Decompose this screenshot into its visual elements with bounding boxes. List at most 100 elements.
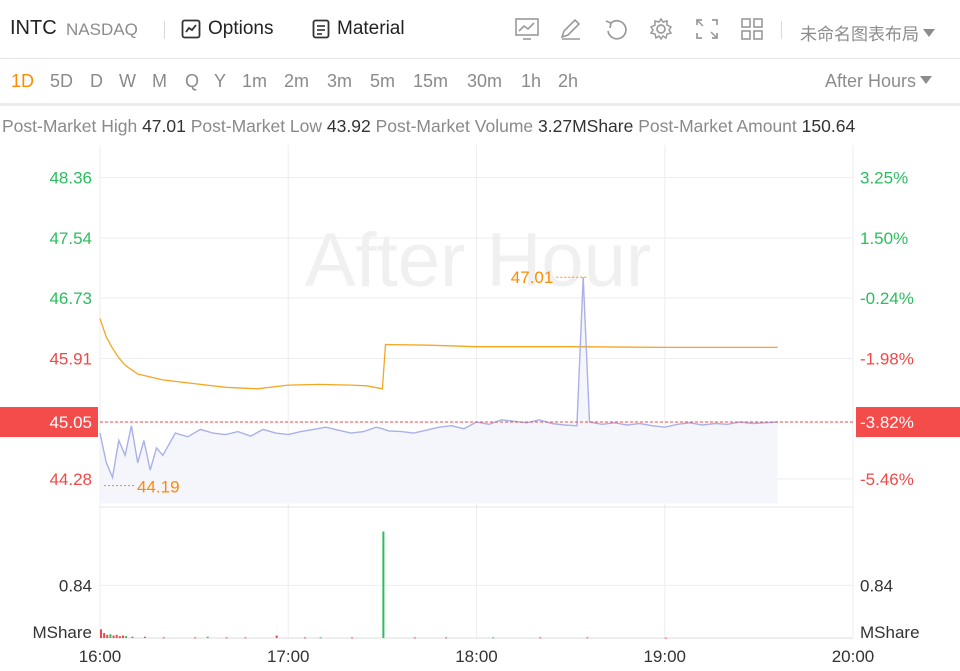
volume-tick-label-right: 0.84 bbox=[860, 576, 893, 595]
volume-bar bbox=[351, 637, 353, 639]
volume-bar bbox=[143, 636, 146, 638]
high-value: 47.01 bbox=[142, 116, 186, 136]
post-market-stats: Post-Market High 47.01 Post-Market Low 4… bbox=[2, 116, 855, 137]
chevron-down-icon bbox=[920, 76, 933, 84]
layout-grid-icon[interactable] bbox=[739, 17, 765, 41]
period-1h[interactable]: 1h bbox=[521, 71, 542, 91]
amount-value: 150.64 bbox=[801, 116, 856, 136]
top-toolbar: INTC NASDAQ Options Material bbox=[0, 0, 960, 59]
volume-bar bbox=[103, 632, 106, 638]
volume-bar bbox=[106, 634, 109, 638]
volume-bar bbox=[244, 637, 247, 639]
period-2h[interactable]: 2h bbox=[558, 71, 579, 91]
period-3m[interactable]: 3m bbox=[327, 71, 353, 91]
high-marker-label: 47.01 bbox=[511, 268, 554, 287]
fullscreen-icon[interactable] bbox=[694, 17, 720, 41]
volume-value: 3.27MShare bbox=[538, 116, 634, 136]
period-w[interactable]: W bbox=[119, 71, 136, 91]
y-tick-label-left: 44.28 bbox=[49, 470, 92, 489]
y-tick-label-right: -1.98% bbox=[860, 350, 914, 369]
y-tick-label-left: 48.36 bbox=[49, 169, 92, 188]
amount-label: Post-Market Amount bbox=[638, 116, 797, 136]
volume-unit-label-right: MShare bbox=[860, 623, 920, 642]
y-tick-label-left: 47.54 bbox=[49, 229, 92, 248]
volume-bar bbox=[115, 634, 118, 638]
session-label: After Hours bbox=[825, 71, 917, 91]
volume-bar bbox=[125, 636, 128, 638]
volume-bar bbox=[162, 637, 165, 639]
material-label: Material bbox=[337, 18, 405, 39]
toolbar-divider bbox=[164, 21, 165, 39]
period-1m[interactable]: 1m bbox=[242, 71, 268, 91]
options-label: Options bbox=[208, 18, 274, 39]
volume-bar bbox=[664, 637, 667, 639]
period-y[interactable]: Y bbox=[214, 71, 227, 91]
period-bar: 1D 5D D W M Q Y 1m 2m 3m 5m 15m 30m 1h 2… bbox=[0, 59, 960, 106]
volume-bar bbox=[445, 637, 448, 639]
toolbar-divider bbox=[781, 21, 782, 39]
options-button[interactable]: Options bbox=[181, 16, 273, 42]
volume-unit-label-left: MShare bbox=[32, 623, 92, 642]
material-document-icon bbox=[312, 19, 330, 39]
y-tick-label-right: 3.25% bbox=[860, 169, 908, 188]
volume-bar bbox=[413, 637, 416, 639]
period-1d[interactable]: 1D bbox=[11, 71, 35, 91]
volume-tick-label-left: 0.84 bbox=[59, 576, 92, 595]
low-marker-label: 44.19 bbox=[137, 478, 180, 497]
volume-bar bbox=[225, 637, 228, 639]
high-low-markers: 47.01 44.19 bbox=[104, 268, 587, 497]
y-tick-label-right: -5.46% bbox=[860, 470, 914, 489]
edit-icon[interactable] bbox=[558, 17, 584, 41]
session-selector[interactable]: After Hours bbox=[825, 71, 933, 92]
volume-bar bbox=[382, 531, 385, 638]
volume-bar bbox=[319, 637, 322, 639]
price-area-fill bbox=[100, 277, 778, 504]
exchange-name: NASDAQ bbox=[66, 20, 138, 39]
volume-bar bbox=[539, 637, 542, 639]
price-line bbox=[99, 277, 778, 480]
layout-selector[interactable]: 未命名图表布局 bbox=[800, 20, 935, 45]
volume-bars bbox=[100, 531, 667, 639]
volume-bar bbox=[118, 636, 121, 638]
layout-name-label: 未命名图表布局 bbox=[800, 25, 919, 44]
volume-bar bbox=[275, 635, 278, 638]
volume-bar bbox=[586, 637, 589, 639]
y-tick-label-right: -3.82% bbox=[860, 413, 914, 432]
period-q[interactable]: Q bbox=[185, 71, 200, 91]
chart-type-icon[interactable] bbox=[514, 17, 540, 41]
current-price-badge bbox=[0, 407, 98, 438]
period-m[interactable]: M bbox=[152, 71, 167, 91]
average-price-line bbox=[99, 318, 778, 390]
period-30m[interactable]: 30m bbox=[467, 71, 503, 91]
volume-bar bbox=[131, 636, 134, 638]
x-tick-label: 18:00 bbox=[455, 647, 498, 666]
chart-watermark: After Hour bbox=[305, 218, 651, 303]
volume-bar bbox=[206, 636, 209, 638]
period-5m[interactable]: 5m bbox=[370, 71, 396, 91]
volume-bar bbox=[112, 635, 115, 638]
period-2m[interactable]: 2m bbox=[284, 71, 310, 91]
current-pct-badge bbox=[856, 407, 960, 438]
undo-icon[interactable] bbox=[603, 17, 629, 41]
symbol-name[interactable]: INTC bbox=[10, 17, 57, 39]
options-chart-icon bbox=[181, 19, 201, 39]
period-5d[interactable]: 5D bbox=[50, 71, 74, 91]
volume-label: Post-Market Volume bbox=[375, 116, 534, 136]
low-value: 43.92 bbox=[326, 116, 371, 136]
price-chart[interactable]: After Hour 47.01 44.19 48.36 47.54 46.73 45.… bbox=[0, 145, 960, 671]
volume-bar bbox=[194, 637, 197, 639]
chevron-down-icon bbox=[923, 29, 935, 37]
settings-icon[interactable] bbox=[648, 17, 674, 41]
material-button[interactable]: Material bbox=[312, 16, 405, 42]
volume-bar bbox=[100, 629, 102, 638]
axis-labels: 48.36 47.54 46.73 45.91 45.05 44.28 3.25% 1.50%… bbox=[0, 169, 960, 666]
period-15m[interactable]: 15m bbox=[413, 71, 449, 91]
y-tick-label-right: -0.24% bbox=[860, 289, 914, 308]
volume-bar bbox=[109, 634, 112, 638]
volume-bar bbox=[492, 637, 495, 639]
period-d[interactable]: D bbox=[90, 71, 103, 91]
x-tick-label: 17:00 bbox=[267, 647, 310, 666]
x-tick-label: 19:00 bbox=[643, 647, 686, 666]
volume-bar bbox=[303, 637, 306, 639]
x-tick-label: 16:00 bbox=[79, 647, 122, 666]
